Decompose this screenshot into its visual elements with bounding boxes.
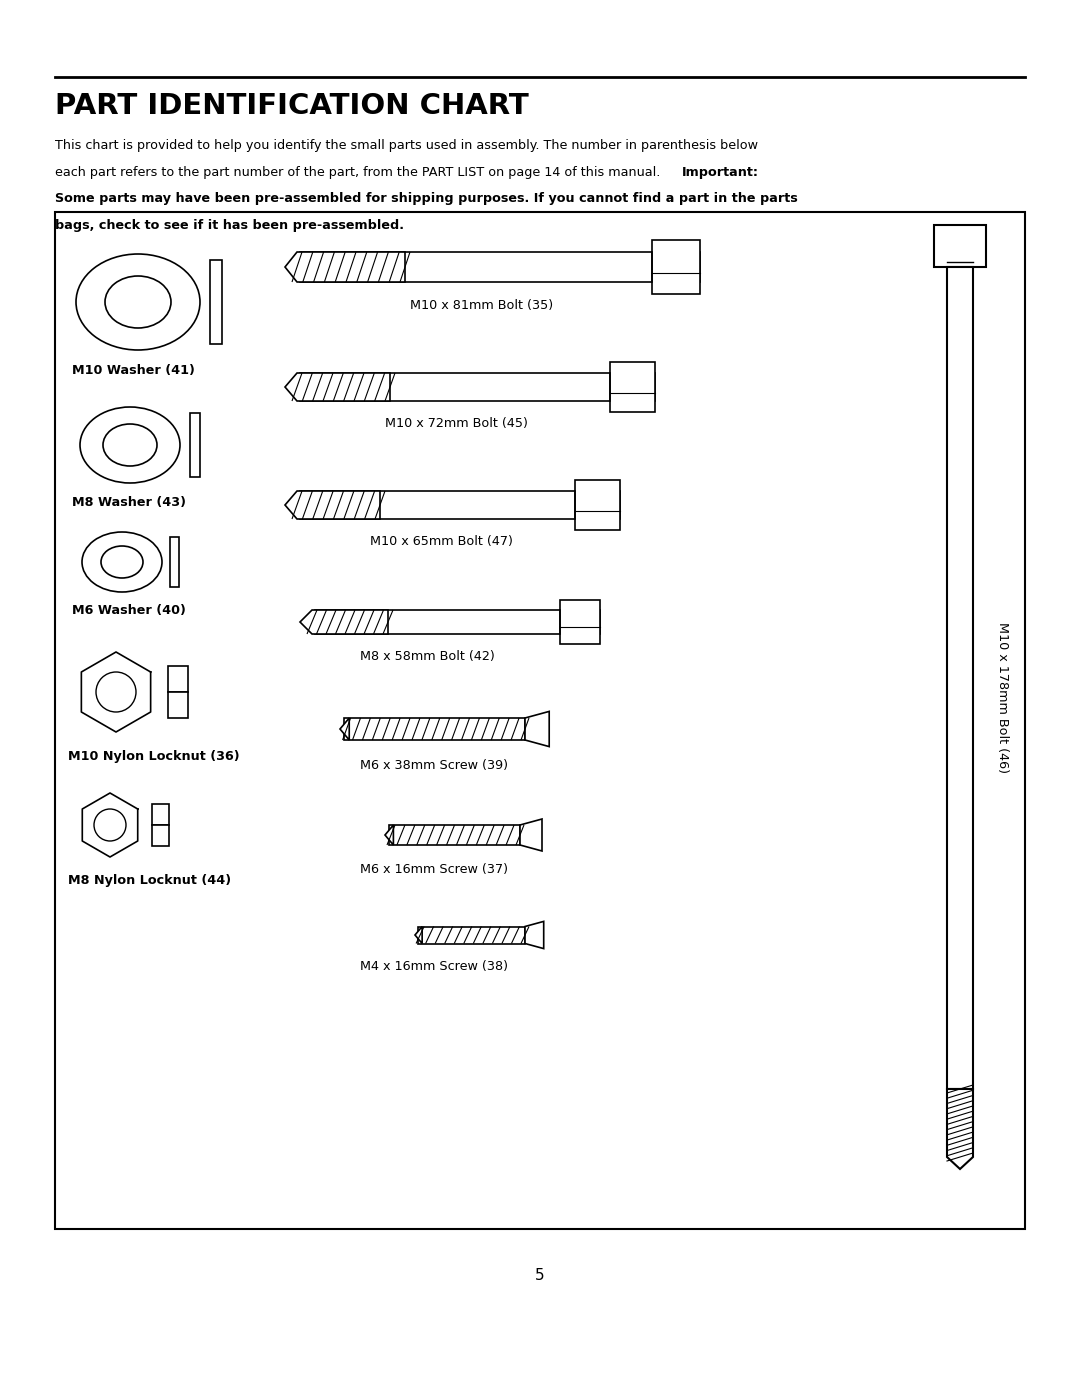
Bar <box>152 805 168 826</box>
Bar <box>300 251 700 282</box>
Polygon shape <box>82 793 138 856</box>
Text: M10 x 65mm Bolt (47): M10 x 65mm Bolt (47) <box>370 535 513 548</box>
Bar <box>300 490 620 520</box>
Text: M10 x 72mm Bolt (45): M10 x 72mm Bolt (45) <box>384 416 528 430</box>
Text: M6 x 16mm Screw (37): M6 x 16mm Screw (37) <box>360 863 508 876</box>
Text: M8 x 58mm Bolt (42): M8 x 58mm Bolt (42) <box>360 650 495 664</box>
Text: Important:: Important: <box>681 165 759 179</box>
Bar <box>190 414 200 476</box>
Bar <box>575 481 620 529</box>
Bar <box>168 692 188 718</box>
Text: M10 Nylon Locknut (36): M10 Nylon Locknut (36) <box>68 750 240 763</box>
Bar <box>418 926 525 943</box>
Text: bags, check to see if it has been pre-assembled.: bags, check to see if it has been pre-as… <box>55 218 404 232</box>
Polygon shape <box>285 251 405 282</box>
Bar <box>168 666 188 692</box>
Bar <box>652 240 700 293</box>
Text: PART IDENTIFICATION CHART: PART IDENTIFICATION CHART <box>55 92 529 120</box>
Bar <box>947 267 973 1090</box>
Polygon shape <box>81 652 150 732</box>
Bar <box>389 826 519 845</box>
Text: M6 x 38mm Screw (39): M6 x 38mm Screw (39) <box>360 759 508 773</box>
Bar <box>315 610 600 634</box>
Text: This chart is provided to help you identify the small parts used in assembly. Th: This chart is provided to help you ident… <box>55 138 758 152</box>
Text: M6 Washer (40): M6 Washer (40) <box>72 604 186 617</box>
Polygon shape <box>340 718 349 740</box>
Polygon shape <box>415 926 422 943</box>
Text: M10 Washer (41): M10 Washer (41) <box>72 365 194 377</box>
Text: M4 x 16mm Screw (38): M4 x 16mm Screw (38) <box>360 960 508 972</box>
Bar <box>152 826 168 847</box>
Polygon shape <box>285 490 380 520</box>
Polygon shape <box>384 826 393 845</box>
Text: M8 Washer (43): M8 Washer (43) <box>72 496 186 509</box>
Circle shape <box>96 672 136 712</box>
Circle shape <box>94 809 126 841</box>
Text: each part refers to the part number of the part, from the PART LIST on page 14 o: each part refers to the part number of t… <box>55 165 664 179</box>
Bar <box>55 212 1025 1229</box>
Bar <box>210 260 222 344</box>
Polygon shape <box>285 373 390 401</box>
Polygon shape <box>519 819 542 851</box>
Bar <box>170 536 179 587</box>
Polygon shape <box>525 922 543 949</box>
Bar <box>300 373 654 401</box>
Polygon shape <box>300 610 388 634</box>
Polygon shape <box>947 1090 973 1169</box>
Bar <box>343 718 525 740</box>
Text: M10 x 178mm Bolt (46): M10 x 178mm Bolt (46) <box>996 622 1009 773</box>
Polygon shape <box>525 711 550 746</box>
Text: 5: 5 <box>536 1267 544 1282</box>
Text: M10 x 81mm Bolt (35): M10 x 81mm Bolt (35) <box>410 299 553 312</box>
Text: M8 Nylon Locknut (44): M8 Nylon Locknut (44) <box>68 875 231 887</box>
Bar <box>561 599 600 644</box>
Bar <box>934 225 986 267</box>
Bar <box>610 362 654 412</box>
Text: Some parts may have been pre-assembled for shipping purposes. If you cannot find: Some parts may have been pre-assembled f… <box>55 191 798 205</box>
